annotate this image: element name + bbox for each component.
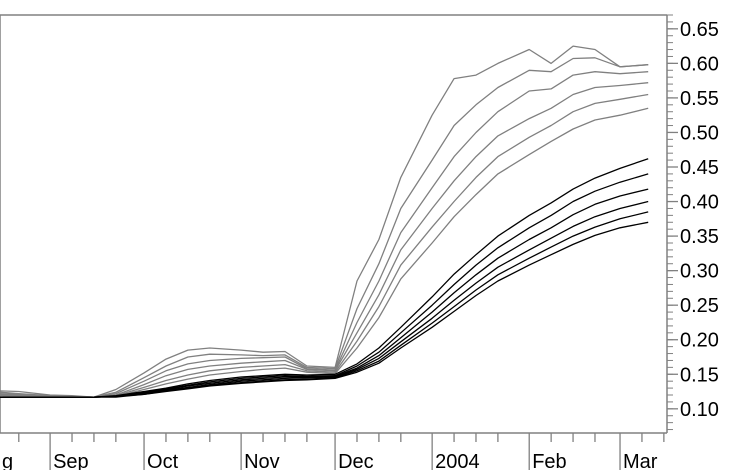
plot-border [0, 14, 667, 433]
x-tick-label-5: Dec [338, 451, 374, 470]
x-tick-label-8: Mar [623, 451, 658, 470]
y-tick-label-1: 0.10 [680, 399, 719, 421]
x-tick-label-7: Feb [532, 451, 566, 470]
series-line-12 [0, 221, 649, 398]
y-tick-label-4: 0.25 [680, 295, 719, 317]
series-line-5 [0, 93, 649, 398]
series-line-6 [0, 107, 649, 398]
series-line-2 [0, 57, 649, 398]
y-tick-label-12: 0.65 [680, 19, 719, 41]
series-layer [0, 45, 649, 398]
series-line-7 [0, 158, 649, 398]
y-tick-label-8: 0.45 [680, 157, 719, 179]
series-line-8 [0, 173, 649, 398]
series-line-9 [0, 188, 649, 398]
series-line-10 [0, 200, 649, 398]
series-line-3 [0, 71, 649, 398]
y-tick-label-9: 0.50 [680, 122, 719, 144]
x-tick-label-4: Nov [244, 451, 280, 470]
x-axis: g Sep Oct Nov Dec 2004 Feb Mar [0, 432, 667, 470]
y-tick-label-3: 0.20 [680, 330, 719, 352]
y-tick-label-7: 0.40 [680, 192, 719, 214]
x-tick-label-6: 2004 [435, 451, 480, 470]
y-tick-label-2: 0.15 [680, 364, 719, 386]
y-tick-label-11: 0.60 [680, 53, 719, 75]
y-axis: 0.10 0.15 0.20 0.25 0.30 0.35 0.40 0.45 0.50 0.55… [666, 14, 719, 433]
y-tick-label-10: 0.55 [680, 88, 719, 110]
series-line-1 [0, 45, 649, 398]
x-tick-label-2: Sep [53, 451, 89, 470]
x-tick-label-1: g [2, 451, 13, 470]
y-tick-label-5: 0.30 [680, 261, 719, 283]
series-line-4 [0, 82, 649, 398]
y-tick-label-6: 0.35 [680, 226, 719, 248]
x-tick-label-3: Oct [147, 451, 179, 470]
